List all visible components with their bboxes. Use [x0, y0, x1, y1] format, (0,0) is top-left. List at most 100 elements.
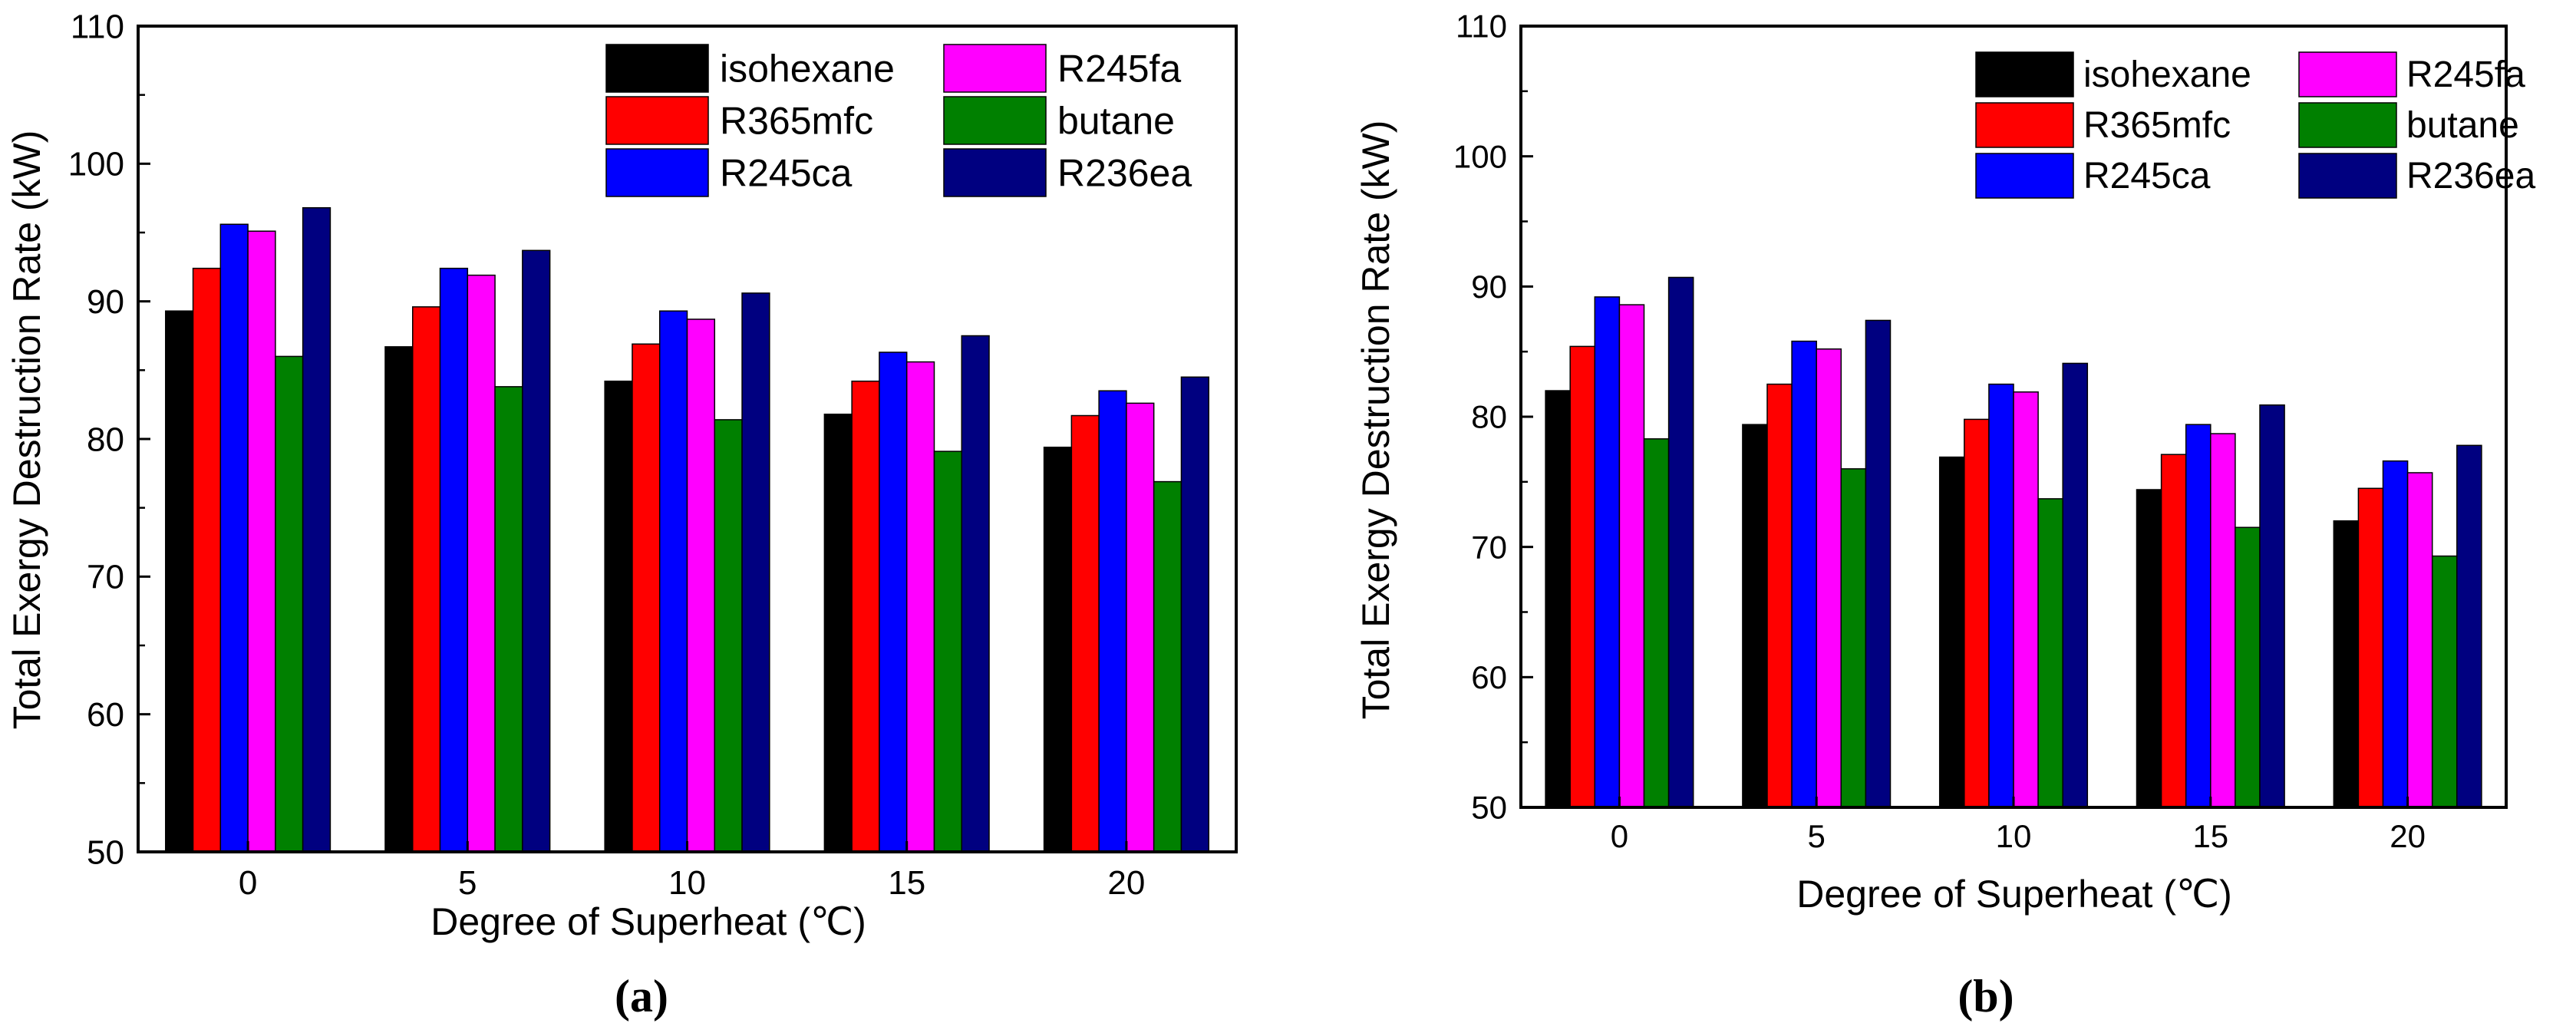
legend-label-R365mfc: R365mfc [720, 99, 873, 142]
bar-butane-0 [275, 355, 304, 853]
y-tick-label: 90 [1471, 269, 1507, 305]
bar-butane-20 [2431, 555, 2458, 808]
y-tick-label: 70 [87, 559, 124, 596]
bar-isohexane-20 [1043, 447, 1073, 853]
chart-panel-b: Total Exergy Destruction Rate (kW) Degre… [1354, 8, 2535, 1021]
legend-swatch-isohexane [605, 44, 709, 93]
bar-isohexane-5 [384, 346, 414, 853]
x-tick-label: 0 [1611, 818, 1628, 854]
x-tick-label: 10 [1996, 818, 2032, 854]
bar-R236ea-0 [302, 206, 331, 853]
legend-swatch-R236ea [2298, 153, 2397, 199]
ticks-group: 0 5 10 15 20 50 60 70 80 90 100 110 [1453, 8, 2426, 854]
bar-R245fa-20 [2406, 472, 2433, 808]
bars-group [1545, 276, 2482, 808]
bar-R236ea-10 [2062, 362, 2089, 808]
legend-label-butane: butane [1057, 99, 1175, 142]
bar-R236ea-15 [2259, 404, 2285, 808]
bar-butane-5 [494, 386, 523, 853]
bar-R365mfc-5 [1766, 383, 1793, 808]
bar-R245ca-5 [439, 267, 469, 853]
bar-R365mfc-15 [2160, 454, 2187, 808]
bar-butane-10 [714, 419, 743, 853]
legend-swatch-R365mfc [605, 96, 709, 145]
panel-caption: (a) [615, 971, 668, 1021]
bar-butane-10 [2037, 498, 2063, 808]
plot-frame [137, 25, 1238, 853]
legend-label-butane: butane [2406, 105, 2519, 146]
bar-R245fa-5 [1816, 348, 1842, 808]
legend-swatch-R236ea [943, 148, 1047, 197]
bar-R365mfc-20 [1070, 414, 1100, 853]
legend-swatch-isohexane [1975, 51, 2074, 97]
y-axis-label: Total Exergy Destruction Rate (kW) [5, 130, 48, 730]
legend-label-isohexane: isohexane [2083, 54, 2251, 95]
legend-swatch-R365mfc [1975, 102, 2074, 148]
bar-isohexane-15 [2136, 489, 2162, 808]
x-tick-label: 15 [888, 864, 925, 902]
bar-R236ea-20 [2456, 444, 2482, 808]
x-tick-label: 15 [2192, 818, 2228, 854]
x-tick-label: 5 [1808, 818, 1826, 854]
bar-R245fa-10 [2013, 391, 2039, 808]
bar-isohexane-5 [1742, 424, 1768, 808]
bar-R365mfc-20 [2357, 487, 2384, 808]
bar-R365mfc-15 [851, 380, 880, 853]
bar-isohexane-0 [165, 310, 194, 853]
x-axis-label: Degree of Superheat (℃) [430, 900, 866, 943]
legend-swatch-butane [2298, 102, 2397, 148]
y-tick-label: 80 [1471, 399, 1507, 435]
bar-R245ca-10 [1988, 383, 2014, 808]
bar-butane-0 [1643, 438, 1670, 808]
bar-R236ea-0 [1667, 276, 1694, 808]
plot-frame [1519, 25, 2508, 809]
bar-isohexane-20 [2333, 520, 2360, 808]
legend-label-R245ca: R245ca [2083, 156, 2211, 196]
y-tick-label: 100 [68, 146, 124, 183]
y-tick-label: 80 [87, 421, 124, 458]
y-tick-label: 60 [1471, 659, 1507, 695]
y-axis-label: Total Exergy Destruction Rate (kW) [1354, 120, 1397, 720]
bar-isohexane-10 [604, 380, 633, 853]
x-tick-label: 10 [668, 864, 706, 902]
legend-swatch-butane [943, 96, 1047, 145]
bar-R245ca-0 [1594, 296, 1621, 808]
bar-R245ca-10 [658, 310, 688, 853]
bar-R236ea-10 [741, 292, 770, 853]
y-tick-label: 50 [1471, 790, 1507, 826]
y-tick-label: 70 [1471, 529, 1507, 565]
bar-R245ca-0 [219, 223, 249, 853]
bar-butane-15 [2235, 526, 2261, 808]
legend-swatch-R245fa [943, 44, 1047, 93]
bar-R365mfc-10 [1964, 418, 1990, 808]
bar-R236ea-20 [1180, 376, 1209, 853]
bar-R365mfc-5 [412, 306, 441, 853]
bar-butane-20 [1153, 480, 1182, 853]
legend-swatch-R245fa [2298, 51, 2397, 97]
x-tick-label: 20 [1107, 864, 1145, 902]
bar-R236ea-5 [522, 249, 551, 853]
legend-label-R245ca: R245ca [720, 151, 853, 194]
bar-butane-15 [933, 450, 962, 853]
bar-R365mfc-0 [192, 267, 222, 853]
y-tick-label: 110 [1456, 8, 1507, 45]
y-tick-label: 60 [87, 696, 124, 734]
bar-R245ca-20 [1098, 390, 1127, 853]
bar-R245ca-15 [2185, 424, 2212, 808]
x-tick-label: 0 [239, 864, 257, 902]
legend-label-R236ea: R236ea [1057, 151, 1192, 194]
bar-R245fa-15 [2210, 433, 2236, 808]
y-tick-label: 50 [87, 833, 124, 871]
bar-butane-5 [1840, 468, 1867, 808]
legend-swatch-R245ca [605, 148, 709, 197]
bar-R245fa-15 [905, 361, 935, 853]
bar-isohexane-10 [1938, 456, 1965, 808]
bar-R245fa-0 [1618, 304, 1645, 808]
chart-panel-a: Total Exergy Destruction Rate (kW) Degre… [5, 8, 1238, 1021]
legend-label-R365mfc: R365mfc [2083, 105, 2231, 146]
x-axis-label: Degree of Superheat (℃) [1796, 873, 2232, 916]
bar-R236ea-5 [1865, 319, 1892, 808]
bar-R245fa-20 [1126, 402, 1155, 853]
bar-R236ea-15 [961, 335, 990, 853]
